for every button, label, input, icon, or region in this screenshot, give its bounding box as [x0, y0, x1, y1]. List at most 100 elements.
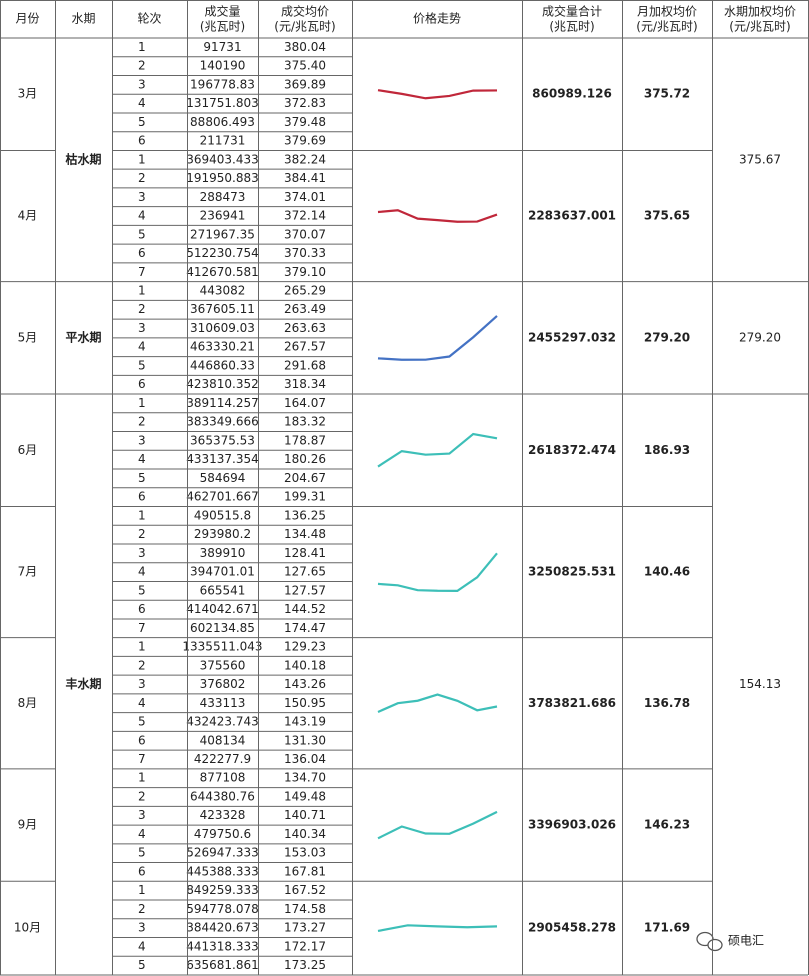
volume: 236941	[200, 209, 246, 223]
price: 172.17	[284, 939, 326, 953]
volume: 422277.9	[194, 752, 251, 766]
volume: 365375.53	[190, 433, 255, 447]
header-cell: (兆瓦时)	[549, 20, 594, 34]
month-total: 2905458.278	[528, 921, 616, 935]
round: 5	[138, 583, 146, 597]
month-weighted-price: 136.78	[644, 696, 690, 710]
round: 5	[138, 115, 146, 129]
round: 5	[138, 958, 146, 972]
volume: 635681.861	[186, 958, 259, 972]
price: 150.95	[284, 696, 326, 710]
price: 140.34	[284, 827, 326, 841]
month: 10月	[14, 921, 41, 935]
volume: 441318.333	[186, 939, 259, 953]
price: 134.48	[284, 527, 326, 541]
month-weighted-price: 146.23	[644, 818, 690, 832]
round: 2	[138, 789, 146, 803]
season-weighted-price: 279.20	[739, 330, 781, 344]
price: 372.14	[284, 209, 326, 223]
round: 1	[138, 40, 146, 54]
round: 4	[138, 827, 146, 841]
month: 9月	[18, 818, 38, 832]
price-sparkline	[377, 432, 498, 468]
header-cell: 成交量合计	[542, 4, 602, 19]
price: 199.31	[284, 490, 326, 504]
price: 127.65	[284, 565, 326, 579]
volume: 432423.743	[186, 715, 259, 729]
season-weighted-price: 375.67	[739, 152, 781, 166]
month-total: 2618372.474	[528, 443, 616, 457]
volume: 602134.85	[190, 621, 255, 635]
month: 5月	[18, 330, 38, 344]
month: 7月	[18, 565, 38, 579]
round: 3	[138, 921, 146, 935]
volume: 310609.03	[190, 321, 255, 335]
volume: 1335511.043	[182, 640, 262, 654]
volume: 433137.354	[186, 452, 259, 466]
volume: 446860.33	[190, 358, 255, 372]
round: 7	[138, 265, 146, 279]
price: 178.87	[284, 433, 326, 447]
header-cell: 成交量	[204, 4, 240, 19]
month-total: 3396903.026	[528, 818, 616, 832]
volume: 462701.667	[186, 490, 259, 504]
price: 136.04	[284, 752, 326, 766]
price: 379.69	[284, 134, 326, 148]
price: 384.41	[284, 171, 326, 185]
month-weighted-price: 279.20	[644, 330, 690, 344]
round: 5	[138, 358, 146, 372]
round: 1	[138, 396, 146, 410]
price-sparkline	[377, 924, 498, 933]
round: 1	[138, 152, 146, 166]
price: 173.25	[284, 958, 326, 972]
header-cell: 水期	[71, 12, 95, 26]
header-cell: 价格走势	[413, 11, 461, 26]
volume: 140190	[200, 59, 246, 73]
price: 143.26	[284, 677, 326, 691]
round: 3	[138, 546, 146, 560]
price: 374.01	[284, 190, 326, 204]
season-name: 枯水期	[65, 151, 101, 166]
round: 5	[138, 471, 146, 485]
price: 173.27	[284, 921, 326, 935]
month-weighted-price: 375.72	[644, 87, 690, 101]
round: 6	[138, 134, 146, 148]
price: 128.41	[284, 546, 326, 560]
round: 2	[138, 527, 146, 541]
price-sparkline	[377, 209, 498, 223]
volume: 383349.666	[186, 415, 259, 429]
volume: 849259.333	[186, 883, 259, 897]
round: 6	[138, 490, 146, 504]
volume: 394701.01	[190, 565, 255, 579]
round: 4	[138, 452, 146, 466]
price: 174.47	[284, 621, 326, 635]
price: 375.40	[284, 59, 326, 73]
price: 131.30	[284, 733, 326, 747]
volume: 479750.6	[194, 827, 251, 841]
round: 2	[138, 902, 146, 916]
volume: 131751.803	[186, 96, 259, 110]
volume: 423328	[200, 808, 246, 822]
price: 183.32	[284, 415, 326, 429]
volume: 414042.671	[186, 602, 259, 616]
round: 6	[138, 864, 146, 878]
round: 5	[138, 227, 146, 241]
season-weighted-price: 154.13	[739, 677, 781, 691]
price: 370.07	[284, 227, 326, 241]
volume: 293980.2	[194, 527, 251, 541]
price: 372.83	[284, 96, 326, 110]
header-cell: (兆瓦时)	[200, 20, 245, 34]
price: 143.19	[284, 715, 326, 729]
volume: 376802	[200, 677, 246, 691]
price-sparkline	[377, 810, 498, 840]
volume: 512230.754	[186, 246, 259, 260]
price: 380.04	[284, 40, 326, 54]
round: 2	[138, 59, 146, 73]
volume: 445388.333	[186, 864, 259, 878]
volume: 389114.257	[186, 396, 259, 410]
round: 6	[138, 246, 146, 260]
volume: 384420.673	[186, 921, 259, 935]
price: 369.89	[284, 77, 326, 91]
price: 164.07	[284, 396, 326, 410]
